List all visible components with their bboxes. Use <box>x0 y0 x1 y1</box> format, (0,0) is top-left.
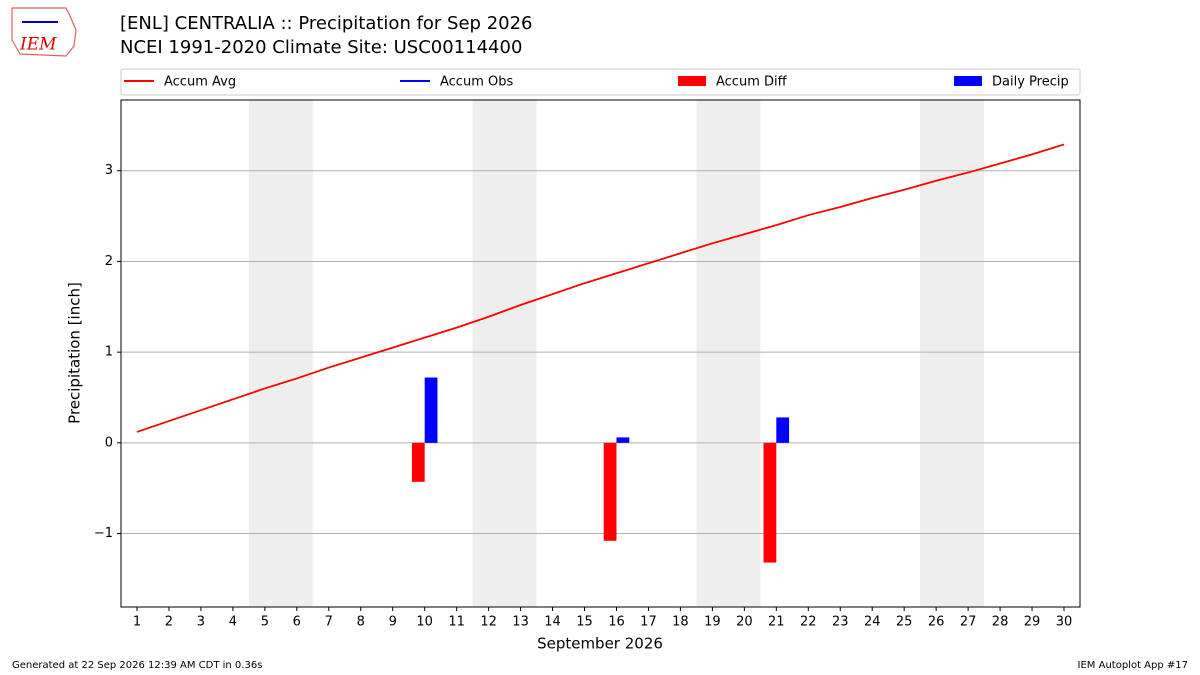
y-axis-label: Precipitation [inch] <box>66 282 84 424</box>
bar <box>411 442 425 482</box>
bar <box>424 377 438 443</box>
x-axis-label: September 2026 <box>537 635 663 653</box>
bar <box>776 417 790 443</box>
weekend-shade <box>472 100 537 607</box>
x-tick-label: 17 <box>640 615 657 630</box>
x-tick-label: 25 <box>896 615 913 630</box>
x-tick-label: 4 <box>229 615 237 630</box>
weekend-shade <box>248 100 313 607</box>
x-tick-label: 29 <box>1024 615 1041 630</box>
logo-outline <box>11 7 77 57</box>
x-tick-label: 28 <box>992 615 1009 630</box>
bar <box>763 442 777 563</box>
x-tick-label: 22 <box>800 615 817 630</box>
x-tick-label: 14 <box>544 615 561 630</box>
x-tick-label: 24 <box>864 615 881 630</box>
x-tick-label: 15 <box>576 615 593 630</box>
x-tick-label: 23 <box>832 615 849 630</box>
x-tick-label: 30 <box>1056 615 1073 630</box>
legend-label: Daily Precip <box>992 75 1069 90</box>
legend-label: Accum Avg <box>164 75 236 90</box>
x-tick-label: 8 <box>357 615 365 630</box>
x-tick-label: 27 <box>960 615 977 630</box>
x-tick-label: 3 <box>197 615 205 630</box>
legend-swatch <box>954 76 982 86</box>
footer-left: Generated at 22 Sep 2026 12:39 AM CDT in… <box>12 660 262 671</box>
legend-label: Accum Diff <box>716 75 788 90</box>
y-tick-label: 0 <box>105 435 113 450</box>
x-tick-label: 19 <box>704 615 721 630</box>
weekend-shade <box>696 100 761 607</box>
x-tick-label: 13 <box>512 615 529 630</box>
y-tick-label: 3 <box>105 163 113 178</box>
x-tick-label: 18 <box>672 615 689 630</box>
x-tick-label: 21 <box>768 615 785 630</box>
x-tick-label: 20 <box>736 615 753 630</box>
bar <box>603 442 617 541</box>
x-tick-label: 26 <box>928 615 945 630</box>
x-tick-label: 6 <box>293 615 301 630</box>
y-tick-label: 2 <box>105 254 113 269</box>
legend-label: Accum Obs <box>440 75 513 90</box>
x-tick-label: 1 <box>133 615 141 630</box>
footer-right: IEM Autoplot App #17 <box>1078 660 1188 671</box>
x-tick-label: 2 <box>165 615 173 630</box>
logo-text: IEM <box>19 35 57 55</box>
line-series <box>136 143 1065 433</box>
logo: IEM <box>11 7 77 57</box>
x-tick-label: 10 <box>416 615 433 630</box>
bar <box>616 437 630 443</box>
x-tick-label: 16 <box>608 615 625 630</box>
x-tick-label: 11 <box>448 615 465 630</box>
legend <box>120 68 1081 96</box>
chart-title: [ENL] CENTRALIA :: Precipitation for Sep… <box>120 13 533 34</box>
y-tick-label: −1 <box>94 526 113 541</box>
chart-subtitle: NCEI 1991-2020 Climate Site: USC00114400 <box>120 37 522 58</box>
x-tick-label: 7 <box>325 615 333 630</box>
x-tick-label: 12 <box>480 615 497 630</box>
y-tick-label: 1 <box>105 345 113 360</box>
x-tick-label: 9 <box>389 615 397 630</box>
legend-swatch <box>678 76 706 86</box>
weekend-shade <box>920 100 985 607</box>
plot-frame <box>120 99 1081 608</box>
x-tick-label: 5 <box>261 615 269 630</box>
